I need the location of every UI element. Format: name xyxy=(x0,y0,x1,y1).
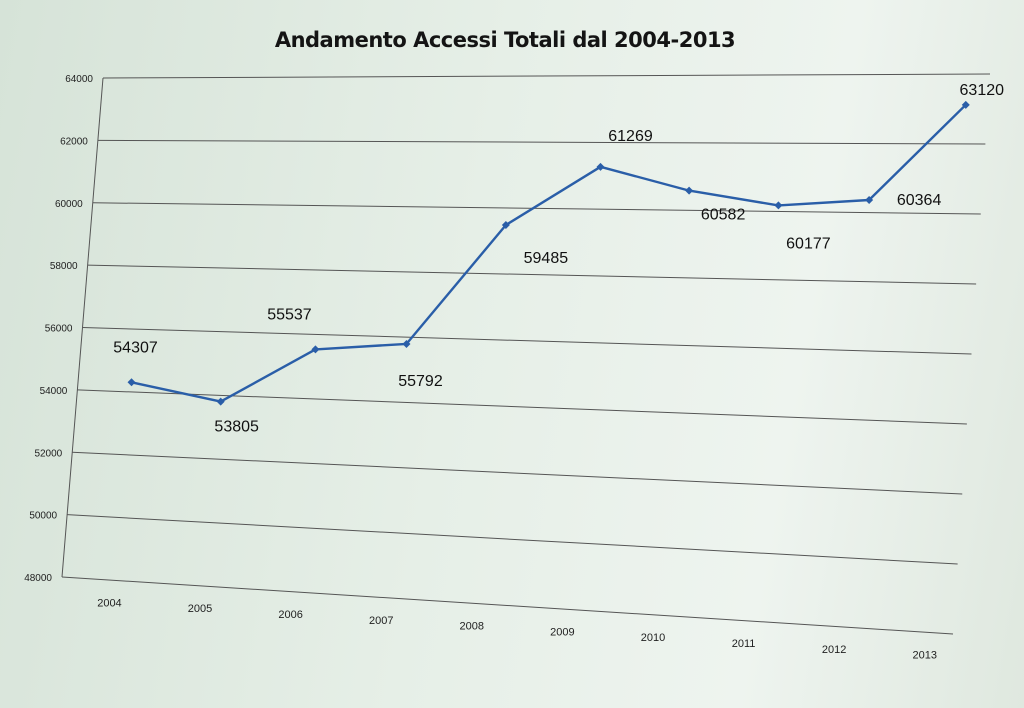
axes xyxy=(61,77,104,578)
gridline-60000 xyxy=(92,202,981,215)
data-point xyxy=(961,100,970,109)
gridline-64000 xyxy=(102,73,991,79)
data-label: 61269 xyxy=(608,128,653,145)
gridline-56000 xyxy=(82,327,972,355)
x-tick-label: 2012 xyxy=(822,644,846,656)
data-point xyxy=(501,220,510,229)
y-tick-label: 50000 xyxy=(29,511,57,522)
x-tick-labels: 2004 2005 2006 2007 2008 2009 2010 2011 2012 2013 xyxy=(97,597,937,661)
data-label: 53805 xyxy=(214,419,259,436)
y-tick-label: 58000 xyxy=(50,261,78,272)
y-tick-label: 62000 xyxy=(60,136,88,147)
x-tick-label: 2006 xyxy=(278,609,302,621)
data-label: 55537 xyxy=(267,306,312,323)
x-tick-label: 2009 xyxy=(550,626,574,638)
y-tick-label: 64000 xyxy=(65,74,93,85)
data-point xyxy=(216,397,225,406)
y-tick-labels: 48000 50000 52000 54000 56000 58000 60000 62000… xyxy=(24,74,93,584)
series-line xyxy=(131,103,967,403)
x-tick-label: 2010 xyxy=(641,632,665,644)
series xyxy=(127,100,970,406)
data-label: 54307 xyxy=(113,339,158,356)
gridline-52000 xyxy=(72,451,963,495)
chart-title: Andamento Accessi Totali dal 2004-2013 xyxy=(274,28,736,52)
data-point xyxy=(865,196,874,205)
data-label: 60582 xyxy=(701,207,746,224)
y-tick-label: 48000 xyxy=(24,573,52,584)
y-tick-label: 56000 xyxy=(45,324,73,335)
data-label: 59485 xyxy=(524,250,569,267)
gridline-50000 xyxy=(67,514,958,565)
y-tick-label: 52000 xyxy=(34,448,62,459)
gridline-62000 xyxy=(97,139,986,145)
y-tick-label: 60000 xyxy=(55,199,83,210)
gridlines xyxy=(61,73,991,635)
x-tick-label: 2008 xyxy=(460,621,484,633)
data-labels: 54307 53805 55537 55792 59485 61269 60582 60177… xyxy=(113,82,1004,436)
data-point xyxy=(774,201,783,210)
data-point xyxy=(311,345,320,354)
data-point xyxy=(596,162,605,171)
x-tick-label: 2011 xyxy=(732,638,756,650)
x-tick-label: 2013 xyxy=(912,650,936,662)
x-tick-label: 2004 xyxy=(97,597,121,609)
data-point xyxy=(127,378,136,387)
data-point xyxy=(402,339,411,348)
data-label: 63120 xyxy=(960,82,1005,99)
gridline-58000 xyxy=(87,264,977,285)
x-tick-label: 2007 xyxy=(369,615,393,627)
y-tick-label: 54000 xyxy=(40,386,68,397)
data-label: 60364 xyxy=(897,192,942,209)
gridline-54000 xyxy=(77,389,967,425)
data-point xyxy=(685,186,694,195)
x-tick-label: 2005 xyxy=(188,603,212,615)
data-label: 55792 xyxy=(398,373,443,390)
data-label: 60177 xyxy=(786,235,831,252)
gridline-48000 xyxy=(61,576,954,635)
y-axis-line xyxy=(61,77,104,578)
